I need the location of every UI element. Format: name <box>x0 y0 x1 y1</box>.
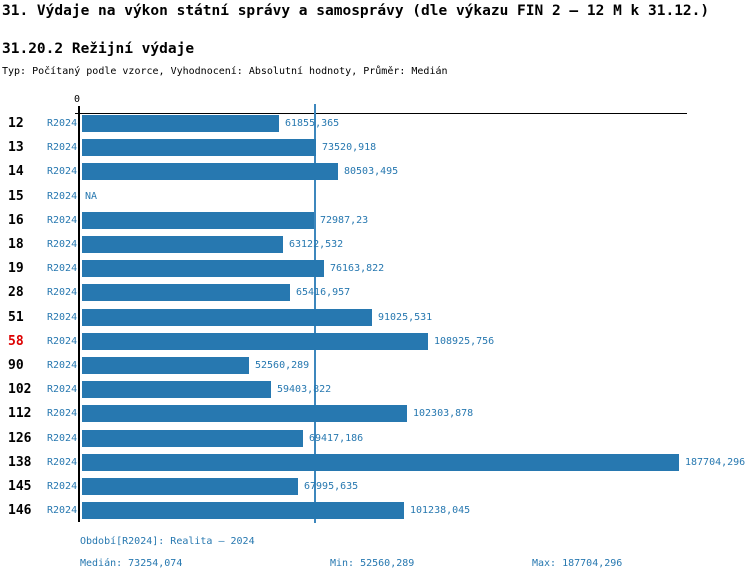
row-period-label: R2024 <box>47 190 78 202</box>
y-axis-line <box>78 106 80 522</box>
bar-value-label: 101238,045 <box>410 505 471 517</box>
row-period-label: R2024 <box>47 239 78 250</box>
bar-value-label: 61855,365 <box>285 118 340 129</box>
chart-row: 12 R2024 61855,365 <box>0 115 750 132</box>
row-category-label: 146 <box>8 503 32 519</box>
page-title: 31. Výdaje na výkon státní správy a samo… <box>2 3 710 19</box>
row-period-label: R2024 <box>47 142 78 154</box>
bar-value-label: 63122,532 <box>289 239 344 250</box>
bar-value-label: 72987,23 <box>320 214 369 226</box>
bar <box>82 284 290 302</box>
bar-value-label: 65416,957 <box>296 287 351 299</box>
bar <box>82 453 679 471</box>
bar <box>82 381 271 399</box>
row-category-label: 16 <box>8 212 24 228</box>
bar-value-label: 67995,635 <box>304 481 359 492</box>
row-category-label: 19 <box>8 261 24 277</box>
bar-value-label: 52560,289 <box>255 360 310 371</box>
chart-row: 58 R2024 108925,756 <box>0 332 750 350</box>
bar <box>82 236 283 253</box>
bar-value-label: 91025,531 <box>378 311 433 323</box>
bar <box>82 115 279 132</box>
chart-row: 112 R2024 102303,878 <box>0 405 750 423</box>
bar <box>82 405 407 423</box>
chart-row: 90 R2024 52560,289 <box>0 357 750 374</box>
x-axis-zero-label: 0 <box>74 94 81 105</box>
chart-row: 146 R2024 101238,045 <box>0 502 750 520</box>
row-category-label: 90 <box>8 358 24 373</box>
chart-row: 14 R2024 80503,495 <box>0 163 750 181</box>
bar <box>82 332 428 350</box>
row-period-label: R2024 <box>47 118 78 129</box>
bar-value-label: 187704,296 <box>685 456 746 468</box>
row-period-label: R2024 <box>47 214 78 226</box>
row-category-label: 14 <box>8 164 24 180</box>
row-category-label: 15 <box>8 188 24 204</box>
chart-row: 102 R2024 59403,822 <box>0 381 750 399</box>
x-axis-line <box>75 113 687 114</box>
chart-row: 126 R2024 69417,186 <box>0 429 750 447</box>
chart-row: 138 R2024 187704,296 <box>0 453 750 471</box>
chart-row: 16 R2024 72987,23 <box>0 211 750 229</box>
bar <box>82 478 298 495</box>
bar <box>82 211 314 229</box>
row-category-label: 12 <box>8 116 24 131</box>
chart-row: 15 R2024 NA <box>0 188 750 205</box>
row-period-label: R2024 <box>47 166 78 178</box>
row-period-label: R2024 <box>47 408 78 420</box>
bar <box>82 429 303 447</box>
bar-value-label: 76163,822 <box>330 263 385 275</box>
row-category-label: 145 <box>8 479 32 494</box>
bar <box>82 357 249 374</box>
chart-row: 19 R2024 76163,822 <box>0 260 750 278</box>
bar <box>82 502 404 520</box>
footer-median-label: Medián: 73254,074 <box>80 558 183 569</box>
bar-value-label: 80503,495 <box>344 166 399 178</box>
row-category-label: 18 <box>8 237 24 252</box>
row-period-label: R2024 <box>47 432 78 444</box>
row-category-label: 102 <box>8 382 32 398</box>
bar-value-label: 108925,756 <box>434 335 495 347</box>
footer-max-label: Max: 187704,296 <box>532 558 623 569</box>
footer-period-label: Období[R2024]: Realita – 2024 <box>80 536 255 547</box>
bar <box>82 308 372 326</box>
bar-value-label: 73520,918 <box>322 142 377 154</box>
row-period-label: R2024 <box>47 287 78 299</box>
row-period-label: R2024 <box>47 384 78 396</box>
footer-min-label: Min: 52560,289 <box>330 558 415 569</box>
row-category-label: 13 <box>8 140 24 156</box>
bar <box>82 139 316 157</box>
bar <box>82 163 338 181</box>
row-category-label: 138 <box>8 454 32 470</box>
chart-row: 18 R2024 63122,532 <box>0 236 750 253</box>
row-period-label: R2024 <box>47 360 78 371</box>
section-title: 31.20.2 Režijní výdaje <box>2 41 195 57</box>
row-period-label: R2024 <box>47 505 78 517</box>
row-period-label: R2024 <box>47 456 78 468</box>
row-period-label: R2024 <box>47 263 78 275</box>
bar-value-label: 102303,878 <box>413 408 474 420</box>
row-period-label: R2024 <box>47 311 78 323</box>
row-category-label: 58 <box>8 333 24 349</box>
row-period-label: R2024 <box>47 335 78 347</box>
row-category-label: 112 <box>8 406 32 422</box>
chart-row: 28 R2024 65416,957 <box>0 284 750 302</box>
bar <box>82 260 324 278</box>
chart-row: 145 R2024 67995,635 <box>0 478 750 495</box>
row-na-label: NA <box>85 190 98 202</box>
row-period-label: R2024 <box>47 481 78 492</box>
bar-value-label: 69417,186 <box>309 432 364 444</box>
bar-value-label: 59403,822 <box>277 384 332 396</box>
row-category-label: 51 <box>8 309 24 325</box>
chart-row: 51 R2024 91025,531 <box>0 308 750 326</box>
row-category-label: 28 <box>8 285 24 301</box>
row-category-label: 126 <box>8 430 32 446</box>
chart-row: 13 R2024 73520,918 <box>0 139 750 157</box>
chart-meta-line: Typ: Počítaný podle vzorce, Vyhodnocení:… <box>2 66 448 77</box>
